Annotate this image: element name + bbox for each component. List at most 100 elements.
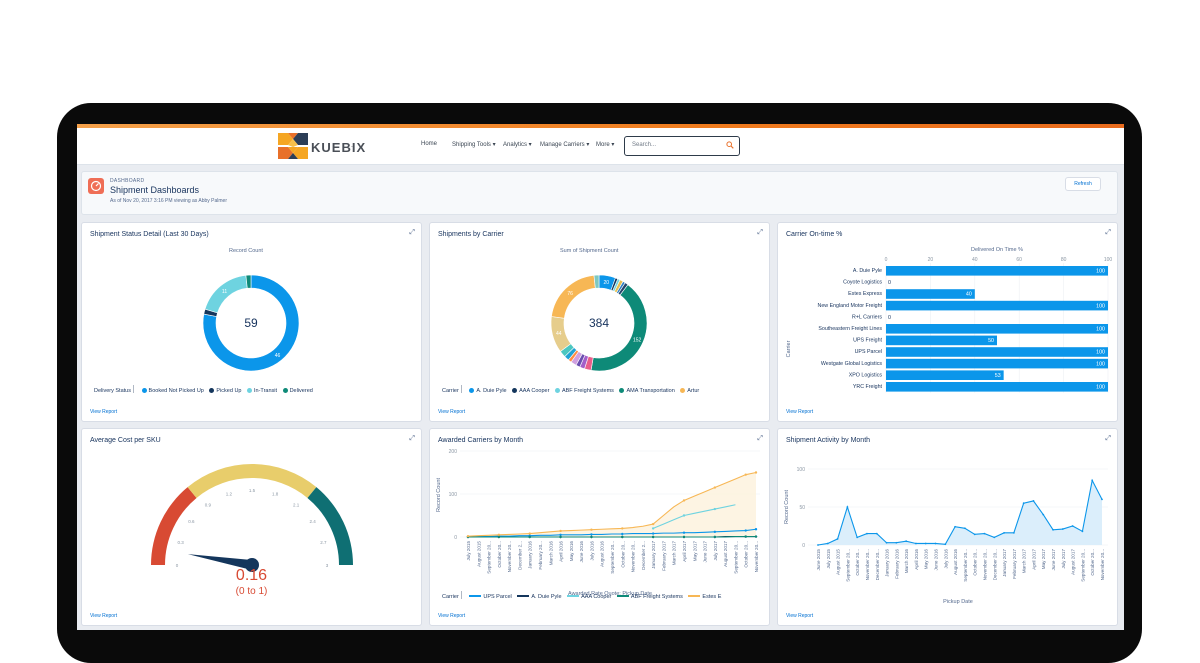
tick-label: June 2017 — [703, 541, 708, 563]
legend-label: Carrier — [442, 594, 459, 600]
expand-icon[interactable]: ⤢ — [409, 229, 415, 237]
data-point — [1082, 530, 1084, 532]
view-report-link[interactable]: View Report — [786, 409, 813, 415]
search-placeholder: Search... — [632, 142, 656, 148]
tick-label: July 2016 — [589, 541, 594, 561]
tick-label: July 2017 — [1061, 549, 1066, 569]
data-point — [876, 533, 878, 535]
legend-item[interactable]: Delivered — [290, 388, 313, 394]
tick-label: December 20... — [875, 549, 880, 580]
legend-item[interactable]: AAA Cooper — [519, 388, 549, 394]
axis-label: Pickup Date — [943, 599, 973, 605]
legend-item[interactable]: Picked Up — [216, 388, 241, 394]
legend-item[interactable]: Estes E — [702, 594, 721, 600]
nav-home[interactable]: Home — [421, 141, 437, 147]
bar-label: 0 — [888, 280, 891, 286]
search-input[interactable]: Search... — [624, 136, 740, 156]
tick-label: April 2017 — [1031, 549, 1036, 570]
bar-label: 100 — [1096, 303, 1105, 309]
data-point — [652, 536, 654, 538]
category-label: YRC Freight — [853, 384, 883, 390]
tick-label: November 20... — [631, 541, 636, 572]
data-point — [683, 536, 685, 538]
refresh-button[interactable]: Refresh — [1065, 177, 1101, 191]
legend-item[interactable]: AAA Cooper — [581, 594, 611, 600]
tick-label: August 2015 — [476, 541, 481, 567]
tick-label: May 2017 — [1041, 549, 1046, 570]
tick-label: July 2015 — [466, 541, 471, 561]
legend-item[interactable]: UPS Parcel — [483, 594, 511, 600]
data-point — [590, 528, 592, 530]
gauge-tick: 1.8 — [272, 492, 279, 497]
legend-item[interactable]: In-Transit — [254, 388, 277, 394]
axis-label: Carrier — [786, 340, 792, 357]
data-point — [714, 536, 716, 538]
donut-total: 59 — [244, 316, 258, 330]
expand-icon[interactable]: ⤢ — [757, 229, 763, 237]
view-report-link[interactable]: View Report — [438, 409, 465, 415]
tick-label: 0 — [885, 257, 888, 263]
tick-label: February 2017 — [661, 541, 666, 571]
legend-item[interactable]: A. Duie Pyle — [476, 388, 506, 394]
legend-item[interactable]: AMA Transportation — [626, 388, 674, 394]
legend-item[interactable]: ABF Freight Systems — [562, 388, 614, 394]
tick-label: November 20... — [982, 549, 987, 580]
legend-item[interactable]: Booked Not Picked Up — [149, 388, 204, 394]
tick-label: September 20... — [487, 541, 492, 574]
data-point — [498, 534, 500, 536]
slice-label: 76 — [567, 291, 573, 297]
legend-item[interactable]: Artur — [687, 388, 699, 394]
gauge-segment — [307, 487, 353, 565]
card-title: Average Cost per SKU — [90, 437, 161, 444]
view-report-link[interactable]: View Report — [438, 613, 465, 619]
search-icon[interactable] — [726, 141, 734, 149]
bar — [886, 324, 1108, 334]
slice-label: 20 — [603, 280, 609, 286]
legend-dot — [283, 388, 288, 393]
data-point — [817, 544, 819, 546]
expand-icon[interactable]: ⤢ — [409, 435, 415, 443]
data-point — [1101, 499, 1103, 501]
tick-label: May 2016 — [924, 549, 929, 570]
view-report-link[interactable]: View Report — [90, 613, 117, 619]
tick-label: December 2... — [641, 541, 646, 570]
cost-gauge-chart: 00.30.60.91.21.51.82.12.42.73 — [141, 447, 363, 587]
nav-manage-carriers[interactable]: Manage Carriers ▾ — [540, 141, 589, 148]
expand-icon[interactable]: ⤢ — [1105, 435, 1111, 443]
expand-icon[interactable]: ⤢ — [757, 435, 763, 443]
data-point — [745, 529, 747, 531]
data-point — [856, 537, 858, 539]
data-point — [745, 473, 747, 475]
data-point — [621, 533, 623, 535]
expand-icon[interactable]: ⤢ — [1105, 229, 1111, 237]
kuebix-logo-icon[interactable] — [276, 131, 310, 161]
tick-label: 100 — [1104, 257, 1113, 263]
view-report-link[interactable]: View Report — [90, 409, 117, 415]
tick-label: October 20... — [855, 549, 860, 576]
view-report-link[interactable]: View Report — [786, 613, 813, 619]
legend-item[interactable]: ABF Freight Systems — [631, 594, 683, 600]
tick-label: December 20... — [992, 549, 997, 580]
data-point — [467, 535, 469, 537]
category-label: Estes Express — [848, 291, 882, 297]
data-point — [1003, 532, 1005, 534]
nav-analytics[interactable]: Analytics ▾ — [503, 141, 532, 148]
gauge-tick: 0.3 — [178, 540, 185, 545]
slice-label: 152 — [633, 337, 642, 343]
shipment-status-card: Shipment Status Detail (Last 30 Days) ⤢ … — [81, 222, 422, 422]
legend-label: Delivery Status — [94, 388, 131, 394]
data-point — [886, 542, 888, 544]
legend-item[interactable]: A. Duie Pyle — [531, 594, 561, 600]
gauge-tick: 2.7 — [320, 540, 327, 545]
category-label: A. Duie Pyle — [853, 268, 882, 274]
awarded-legend: Carrier UPS Parcel A. Duie Pyle AAA Coop… — [442, 591, 721, 600]
nav-more[interactable]: More ▾ — [596, 141, 614, 148]
category-label: New England Motor Freight — [818, 303, 883, 309]
tick-label: August 2015 — [836, 549, 841, 575]
data-point — [895, 542, 897, 544]
tick-label: July 2017 — [713, 541, 718, 561]
nav-shipping-tools[interactable]: Shipping Tools ▾ — [452, 141, 496, 148]
tick-label: 0 — [802, 543, 805, 549]
bar-label: 0 — [888, 315, 891, 321]
gauge-tick: 1.5 — [249, 488, 256, 493]
